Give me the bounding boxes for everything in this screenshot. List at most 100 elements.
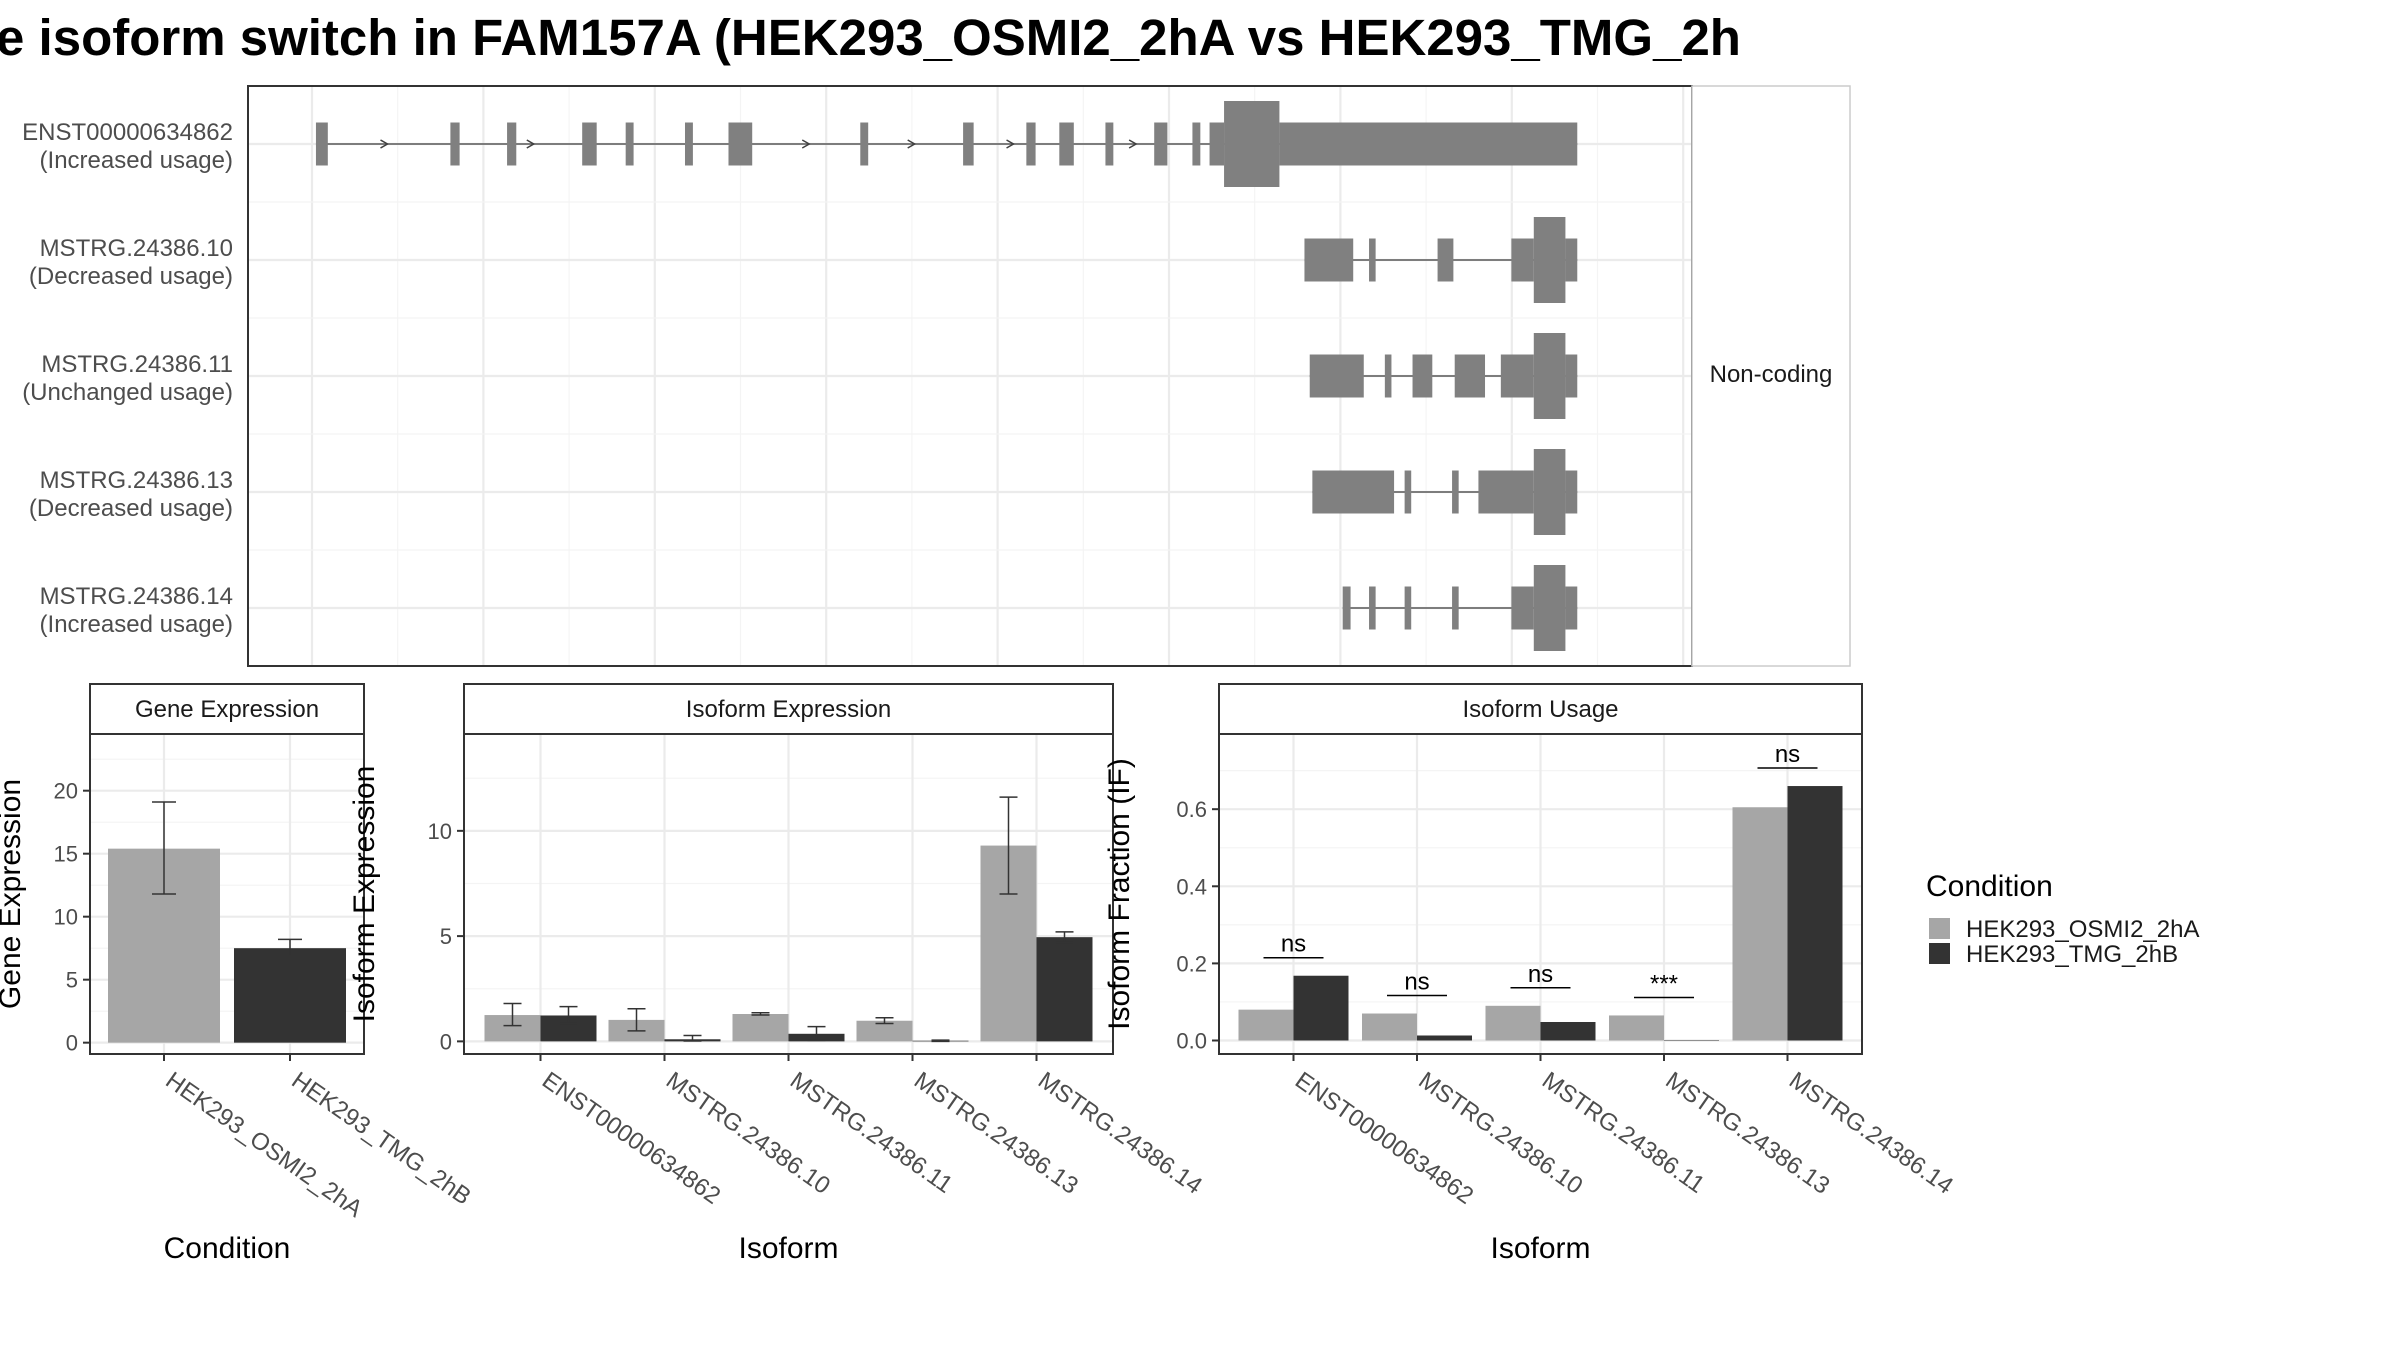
- exon-block: [1369, 586, 1376, 630]
- exon-block: [1105, 122, 1114, 166]
- exon-block: [1279, 122, 1578, 166]
- transcript-name-label: MSTRG.24386.13: [40, 467, 233, 494]
- y-tick-label: 20: [54, 779, 78, 804]
- isoform-expression-panel: Isoform Expression 0 5 10 Isoform Expression…: [348, 683, 1207, 1265]
- legend-title: Condition: [1926, 870, 2053, 903]
- exon-block: [1565, 354, 1578, 398]
- transcript-usage-label: (Decreased usage): [29, 495, 233, 522]
- exon-block: [1192, 122, 1201, 166]
- bar: [1293, 975, 1349, 1041]
- y-axis-label: Isoform Fraction (IF): [1103, 758, 1136, 1030]
- exon-block: [1533, 217, 1566, 303]
- bar: [1362, 1013, 1417, 1041]
- exon-block: [1437, 238, 1454, 282]
- y-tick-label: 0.6: [1176, 797, 1207, 822]
- exon-block: [1412, 354, 1433, 398]
- y-axis-label: Isoform Expression: [348, 766, 381, 1023]
- y-tick-label: 0.4: [1176, 874, 1207, 899]
- bar: [1540, 1022, 1596, 1041]
- significance-label: ns: [1281, 931, 1306, 958]
- y-tick-label: 10: [54, 905, 78, 930]
- facet-strip: [463, 683, 1114, 735]
- y-tick-label: 5: [440, 924, 452, 949]
- x-axis-label: Isoform: [1490, 1232, 1590, 1265]
- exon-block: [625, 122, 634, 166]
- exon-block: [1312, 470, 1395, 514]
- panel-title: Gene Expression: [135, 696, 319, 723]
- transcript-name-label: ENST00000634862: [22, 119, 233, 146]
- y-tick-label: 0: [440, 1029, 452, 1054]
- exon-block: [450, 122, 460, 166]
- bar: [1417, 1035, 1472, 1041]
- transcript-track: [1342, 565, 1578, 651]
- strand-arrow: [380, 139, 390, 149]
- bar: [1664, 1040, 1719, 1042]
- exon-block: [860, 122, 869, 166]
- bar: [234, 948, 346, 1043]
- exon-block: [1500, 354, 1534, 398]
- y-tick-label: 10: [428, 819, 452, 844]
- x-axis-label: Isoform: [738, 1232, 838, 1265]
- exon-block: [1533, 449, 1566, 535]
- exon-block: [1478, 470, 1534, 514]
- exon-block: [684, 122, 693, 166]
- bar: [1238, 1009, 1294, 1041]
- transcript-name-label: MSTRG.24386.10: [40, 235, 233, 262]
- facet-strip: [89, 683, 365, 735]
- bar: [732, 1014, 789, 1042]
- exon-block: [1309, 354, 1364, 398]
- panel-title: Isoform Expression: [686, 696, 891, 723]
- transcript-track: [1309, 333, 1578, 419]
- exon-block: [1511, 586, 1534, 630]
- facet-strip: [1218, 683, 1863, 735]
- exon-block: [582, 122, 597, 166]
- bar: [856, 1020, 913, 1042]
- exon-block: [1565, 586, 1578, 630]
- significance-label: ***: [1650, 970, 1678, 997]
- significance-label: ns: [1528, 961, 1553, 988]
- bar: [1732, 807, 1788, 1041]
- legend-swatch-condition-b: [1929, 943, 1950, 964]
- transcript-structure-panel: Non-coding ENST00000634862(Increased usa…: [22, 85, 1851, 667]
- exon-block: [1454, 354, 1486, 398]
- bar: [1485, 1005, 1541, 1041]
- exon-block: [1384, 354, 1392, 398]
- legend-label-condition-a: HEK293_OSMI2_2hA: [1966, 916, 2199, 943]
- exon-block: [1533, 333, 1566, 419]
- significance-label: ns: [1775, 741, 1800, 768]
- transcript-labels: ENST00000634862(Increased usage)MSTRG.24…: [22, 119, 233, 638]
- y-tick-label: 5: [66, 968, 78, 993]
- transcript-track: [315, 101, 1578, 187]
- transcript-name-label: MSTRG.24386.11: [41, 351, 233, 378]
- isoform-usage-panel: ns ns ns *** ns Isoform Usage 0.0 0.2 0.4 0.6 Isof…: [1103, 683, 1958, 1265]
- strand-arrow: [801, 139, 811, 149]
- transcript-usage-label: (Decreased usage): [29, 263, 233, 290]
- legend-label-condition-b: HEK293_TMG_2hB: [1966, 941, 2178, 968]
- exon-block: [1369, 238, 1376, 282]
- x-axis-label: Condition: [164, 1232, 291, 1265]
- strand-arrow: [526, 139, 536, 149]
- exon-block: [1059, 122, 1074, 166]
- transcript-tracks: [315, 101, 1578, 651]
- exon-block: [507, 122, 517, 166]
- y-tick-label: 0.0: [1176, 1029, 1207, 1054]
- significance-label: ns: [1404, 969, 1429, 996]
- exon-block: [1533, 565, 1566, 651]
- exon-block: [1224, 101, 1280, 187]
- y-tick-label: 0: [66, 1031, 78, 1056]
- transcript-track: [1312, 449, 1578, 535]
- transcript-name-label: MSTRG.24386.14: [40, 583, 233, 610]
- exon-block: [1452, 470, 1459, 514]
- strand-arrow: [907, 139, 917, 149]
- transcript-usage-label: (Increased usage): [40, 611, 233, 638]
- facet-strip-box: [1691, 85, 1851, 667]
- exon-block: [1209, 122, 1225, 166]
- strand-arrow: [1006, 139, 1016, 149]
- transcript-usage-label: (Increased usage): [40, 147, 233, 174]
- transcript-track: [1304, 217, 1578, 303]
- exon-block: [728, 122, 753, 166]
- panel-title: Isoform Usage: [1462, 696, 1618, 723]
- exon-block: [1452, 586, 1459, 630]
